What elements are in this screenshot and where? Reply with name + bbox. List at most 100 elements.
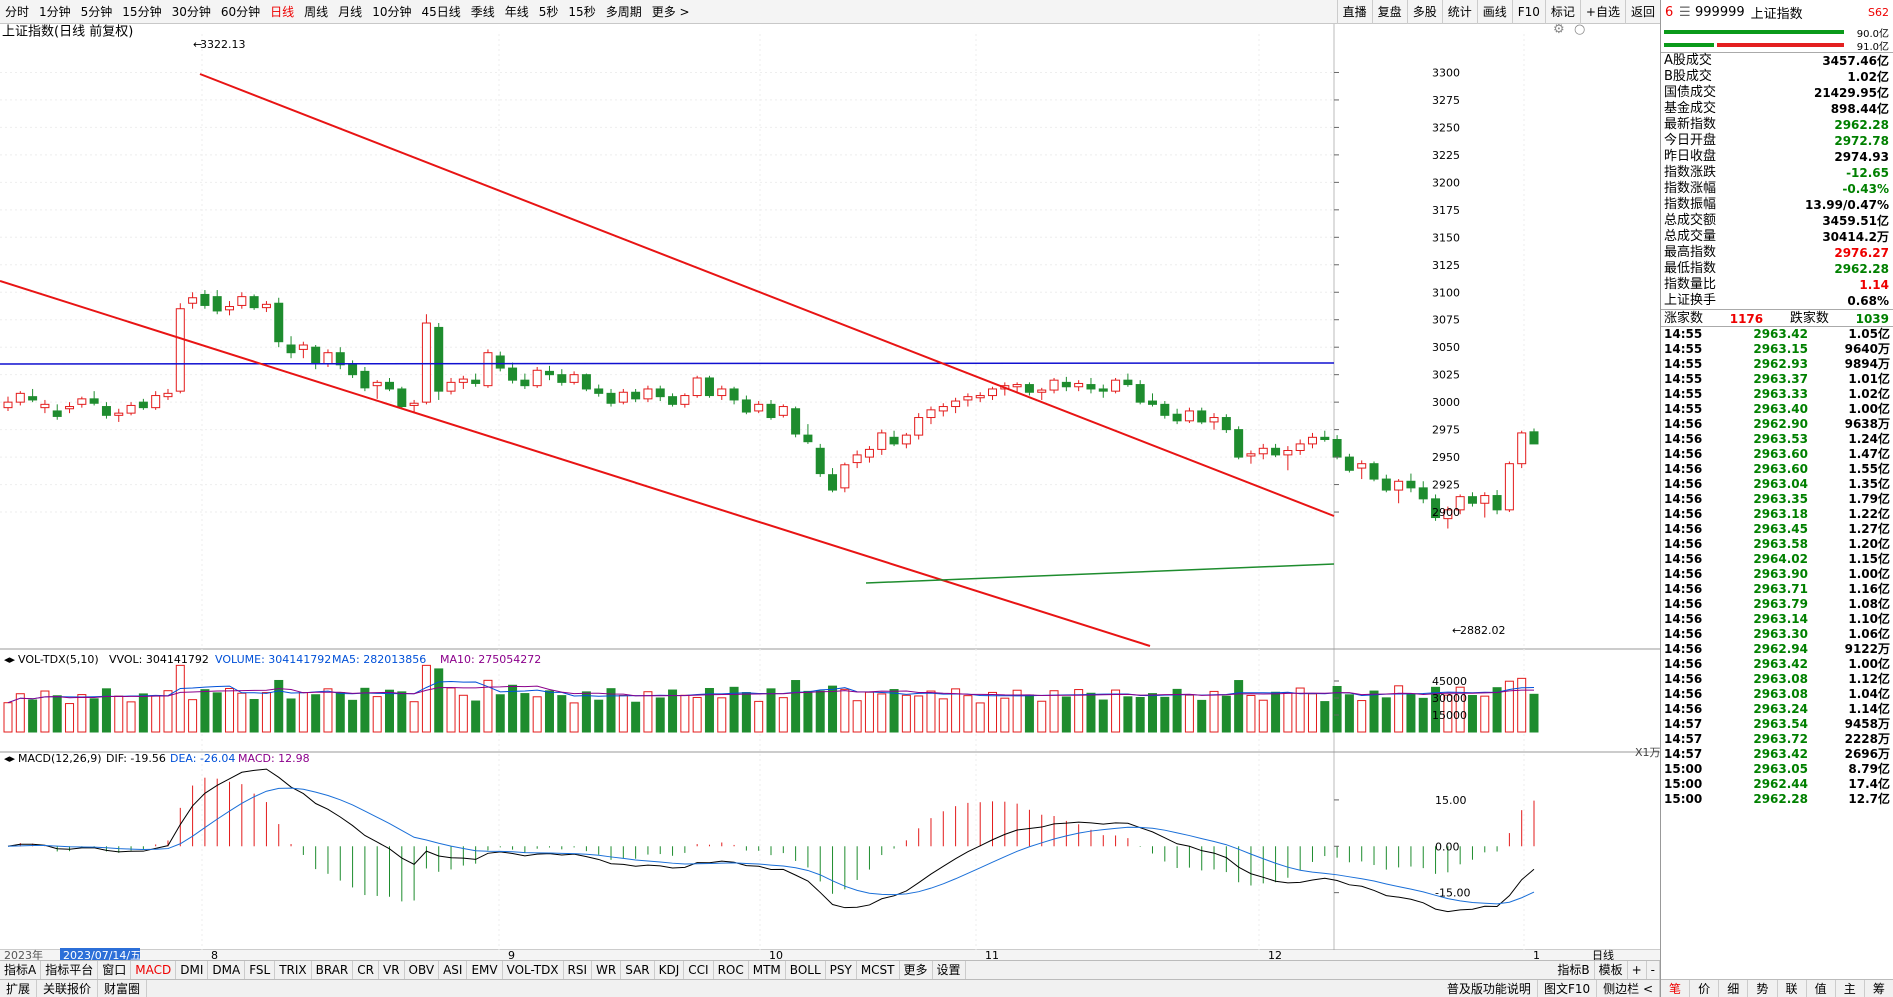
price-tick: 3225 bbox=[1432, 149, 1460, 162]
horizontal-line[interactable] bbox=[0, 362, 1335, 365]
menu-icon[interactable]: ☰ bbox=[1679, 4, 1691, 20]
tick-row: 14:56 2962.94 9122万 bbox=[1661, 642, 1893, 657]
period-tab[interactable]: 15分钟 bbox=[122, 4, 162, 19]
indicator-tab[interactable]: MCST bbox=[857, 961, 900, 979]
svg-text:MACD(12,26,9): MACD(12,26,9) bbox=[18, 752, 102, 765]
status-item[interactable]: 扩展 bbox=[0, 979, 38, 997]
indicator-tab[interactable]: CR bbox=[353, 961, 379, 979]
status-right-item[interactable]: 图文F10 bbox=[1538, 980, 1598, 997]
indicator-tab[interactable]: RSI bbox=[564, 961, 593, 979]
indicator-tab[interactable]: VR bbox=[379, 961, 405, 979]
candle bbox=[643, 385, 653, 403]
svg-text:11: 11 bbox=[985, 949, 999, 960]
indicator-tab[interactable]: TRIX bbox=[275, 961, 312, 979]
status-item[interactable]: 财富圈 bbox=[98, 979, 148, 997]
indicator-tab[interactable]: MACD bbox=[131, 961, 177, 979]
toolbar-button[interactable]: 画线 bbox=[1476, 0, 1512, 24]
lower-trend-line[interactable] bbox=[0, 280, 1151, 647]
macd-collapse-icon[interactable]: ◂▸ bbox=[4, 752, 16, 765]
toolbar-button[interactable]: 复盘 bbox=[1371, 0, 1407, 24]
period-tab[interactable]: 月线 bbox=[338, 4, 363, 19]
indicator-tab[interactable]: 更多 bbox=[900, 961, 933, 979]
period-tab[interactable]: 周线 bbox=[304, 4, 329, 19]
period-tab[interactable]: 1分钟 bbox=[39, 4, 71, 19]
period-tab[interactable]: 年线 bbox=[504, 4, 529, 19]
period-tab[interactable]: 季线 bbox=[470, 4, 495, 19]
tick-cell: 14:56 bbox=[1664, 477, 1703, 491]
volume-bar bbox=[495, 694, 505, 733]
period-tab[interactable]: 15秒 bbox=[568, 4, 596, 19]
toolbar-button[interactable]: 统计 bbox=[1441, 0, 1477, 24]
toolbar-button[interactable]: F10 bbox=[1511, 0, 1545, 24]
period-tab[interactable]: 多周期 bbox=[605, 4, 642, 19]
price-tick: 3150 bbox=[1432, 231, 1460, 244]
indicator-tab[interactable]: BOLL bbox=[786, 961, 826, 979]
indicator-tab[interactable]: SAR bbox=[621, 961, 655, 979]
indicator-tab[interactable]: 设置 bbox=[933, 961, 966, 979]
toolbar-button[interactable]: +自选 bbox=[1579, 0, 1625, 24]
toolbar-button[interactable]: 多股 bbox=[1406, 0, 1442, 24]
upper-trend-line[interactable] bbox=[199, 73, 1335, 517]
period-tab[interactable]: 日线 bbox=[270, 4, 295, 19]
status-item[interactable]: 关联报价 bbox=[37, 979, 99, 997]
panel-tab[interactable]: 细 bbox=[1719, 980, 1749, 997]
indicator-right-button[interactable]: 指标B bbox=[1553, 961, 1595, 979]
candle bbox=[298, 341, 308, 359]
period-tab[interactable]: 60分钟 bbox=[220, 4, 261, 19]
indicator-tab[interactable]: FSL bbox=[245, 961, 276, 979]
trendlines[interactable] bbox=[0, 73, 1335, 647]
toolbar-button[interactable]: 标记 bbox=[1544, 0, 1580, 24]
indicator-tab[interactable]: 指标平台 bbox=[41, 961, 99, 979]
indicator-tab[interactable]: WR bbox=[592, 961, 622, 979]
period-tab[interactable]: 5分钟 bbox=[80, 4, 113, 19]
period-tab[interactable]: 30分钟 bbox=[171, 4, 211, 19]
tick-cell: 14:56 bbox=[1664, 672, 1703, 686]
toolbar-button[interactable]: 返回 bbox=[1624, 0, 1660, 24]
panel-tab[interactable]: 势 bbox=[1748, 980, 1778, 997]
indicator-tab[interactable]: ROC bbox=[714, 961, 749, 979]
quote-key: 基金成交 bbox=[1664, 101, 1717, 116]
tick-list[interactable]: 14:55 2963.42 1.05亿 14:55 2963.15 9640万 14:55 2… bbox=[1661, 327, 1893, 807]
toolbar-button[interactable]: 直播 bbox=[1336, 0, 1372, 24]
period-tab[interactable]: 5秒 bbox=[538, 4, 559, 19]
panel-tab[interactable]: 联 bbox=[1778, 980, 1807, 997]
indicator-tab[interactable]: KDJ bbox=[655, 961, 685, 979]
quote-row: 最新指数 2962.28 bbox=[1661, 117, 1893, 133]
panel-tab[interactable]: 筹 bbox=[1865, 980, 1893, 997]
indicator-tab[interactable]: DMA bbox=[208, 961, 246, 979]
indicator-tab[interactable]: MTM bbox=[749, 961, 786, 979]
indicator-right-button[interactable]: 模板 bbox=[1595, 961, 1628, 979]
panel-tab[interactable]: 主 bbox=[1836, 980, 1865, 997]
vol-collapse-icon[interactable]: ◂▸ bbox=[4, 653, 16, 666]
period-tab[interactable]: 分时 bbox=[5, 4, 30, 19]
indicator-tab[interactable]: DMI bbox=[176, 961, 209, 979]
panel-tab[interactable]: 价 bbox=[1690, 980, 1720, 997]
indicator-tab[interactable]: BRAR bbox=[312, 961, 354, 979]
indicator-right-button[interactable]: + bbox=[1628, 961, 1647, 979]
panel-tab[interactable]: 值 bbox=[1807, 980, 1836, 997]
status-right-item[interactable]: 普及版功能说明 bbox=[1441, 980, 1538, 997]
indicator-tab[interactable]: 指标A bbox=[0, 961, 42, 979]
period-tab[interactable]: 45日线 bbox=[421, 4, 461, 19]
volume-bar bbox=[114, 695, 124, 733]
indicator-tab[interactable]: EMV bbox=[467, 961, 503, 979]
indicator-tab[interactable]: OBV bbox=[405, 961, 440, 979]
volume-bar bbox=[1258, 699, 1268, 733]
indicator-tab[interactable]: ASI bbox=[439, 961, 468, 979]
status-right-item[interactable]: 侧边栏 < bbox=[1597, 980, 1660, 997]
period-tab[interactable]: 10分钟 bbox=[372, 4, 412, 19]
indicator-tab[interactable]: VOL-TDX bbox=[503, 961, 564, 979]
panel-tab[interactable]: 笔 bbox=[1661, 980, 1691, 997]
indicator-tab[interactable]: 窗口 bbox=[98, 961, 132, 979]
settings-gear-icon[interactable]: ⚙ bbox=[1553, 24, 1565, 37]
volume-bar bbox=[126, 701, 136, 733]
volume-bar bbox=[225, 687, 235, 733]
period-tab[interactable]: 更多 > bbox=[651, 4, 690, 19]
chart-area[interactable]: 45000 30000 15000 15.00 0.00 -15.00 上证指数(日线 … bbox=[0, 24, 1660, 960]
volume-tick: 45000 bbox=[1432, 675, 1467, 688]
support-line[interactable] bbox=[865, 563, 1335, 584]
indicator-tab[interactable]: PSY bbox=[826, 961, 857, 979]
indicator-right-button[interactable]: - bbox=[1647, 961, 1660, 979]
indicator-tab[interactable]: CCI bbox=[684, 961, 714, 979]
expand-circle-icon[interactable]: ○ bbox=[1574, 24, 1585, 37]
